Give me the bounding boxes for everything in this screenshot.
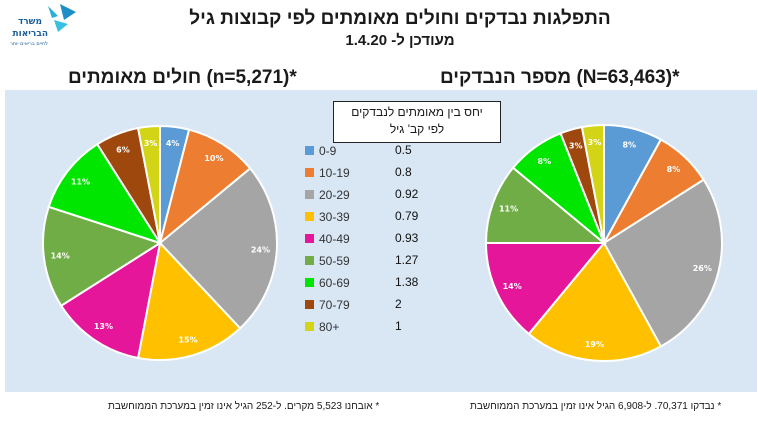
ratio-value: 1.38 [395,275,419,289]
confirmed-label-50-59: 14% [51,252,70,261]
legend-label: 50-59 [319,254,350,268]
legend-label: 80+ [319,320,340,334]
ratio-value: 1 [395,319,402,333]
tested-label-20-29: 26% [693,264,712,273]
legend-swatch [305,234,314,243]
confirmed-slice-10-19 [158,128,252,246]
tested-slice-20-29 [602,178,723,348]
confirmed-slice-20-29 [158,167,278,330]
confirmed-label-0-9: 4% [166,139,180,148]
confirmed-slice-40-49 [59,240,162,360]
legend-label: 70-79 [319,298,350,312]
tested-label-60-69: 8% [538,157,552,166]
tested-footnote: * נבדקו 70,371. ל-6,908 הגיל אינו זמין ב… [470,401,722,412]
ratio-box: יחס בין מאומתים לנבדקים לפי קב' גיל [333,101,501,143]
legend-label: 40-49 [319,232,350,246]
legend-swatch [305,212,314,221]
tested-label-30-39: 19% [585,340,604,349]
tested-slice-30-39 [527,241,663,362]
ministry-of-health-logo: משרד הבריאות לחיים בריאים יותר [10,4,76,47]
legend-label: 30-39 [319,210,350,224]
confirmed-chart-title: חולים מאומתים (n=5,271)* [68,67,297,88]
legend-label: 10-19 [319,166,350,180]
ratio-value: 0.79 [395,209,419,223]
tested-label-70-79: 3% [569,142,583,151]
legend-label: 60-69 [319,276,350,290]
tested-label-0-9: 8% [622,141,636,150]
ratio-box-line1: יחס בין מאומתים לנבדקים [351,105,483,119]
logo-text-2: הבריאות [12,29,48,39]
page-subtitle: מעודכן ל- 1.4.20 [345,32,455,49]
tested-chart-title: מספר הנבדקים (N=63,463)* [440,67,680,88]
tested-label-40-49: 14% [503,282,522,291]
legend-swatch [305,190,314,199]
confirmed-label-30-39: 15% [178,336,197,345]
confirmed-slice-60-69 [47,142,163,245]
ratio-value: 2 [395,297,402,311]
legend-label: 0-9 [319,144,337,158]
confirmed-slice-30-39 [136,240,242,361]
legend-swatch [305,256,314,265]
confirmed-footnote: * אובחנו 5,523 מקרים. ל-252 הגיל אינו זמ… [108,401,380,412]
confirmed-slice-50-59 [42,205,163,308]
legend-label: 20-29 [319,188,350,202]
confirmed-label-70-79: 6% [116,145,130,154]
legend-swatch [305,300,314,309]
tested-slice-50-59 [484,166,607,244]
confirmed-label-10-19: 10% [204,154,223,163]
legend-swatch [305,168,314,177]
legend-swatch [305,146,314,155]
tested-slice-40-49 [484,242,607,336]
ratio-box-line2: לפי קב' גיל [389,122,445,136]
confirmed-slice-80+ [136,124,161,244]
tested-pie-chart: 8% 8% 26% 19% 14% 11% 8% 3% 3% [484,123,723,362]
logo-text-3: לחיים בריאים יותר [10,41,48,47]
confirmed-label-40-49: 13% [94,322,113,331]
ratio-value: 1.27 [395,253,419,267]
legend-swatch [305,322,314,331]
confirmed-label-60-69: 11% [71,177,90,186]
confirmed-label-20-29: 24% [251,245,270,254]
tested-label-10-19: 8% [667,165,681,174]
confirmed-label-80+: 3% [144,139,158,148]
ratio-value: 0.92 [395,187,419,201]
ratio-value: 0.5 [395,143,412,157]
ratio-value: 0.8 [395,165,412,179]
legend-swatch [305,278,314,287]
page-title: התפלגות נבדקים וחולים מאומתים לפי קבוצות… [189,8,611,29]
tested-label-50-59: 11% [499,205,518,214]
confirmed-pie-chart: 4% 10% 24% 15% 13% 14% 11% 6% 3% [42,124,278,361]
tested-slice-80+ [580,123,605,244]
tested-label-80+: 3% [588,138,602,147]
ratio-value: 0.93 [395,231,419,245]
logo-text-1: משרד [18,17,42,27]
